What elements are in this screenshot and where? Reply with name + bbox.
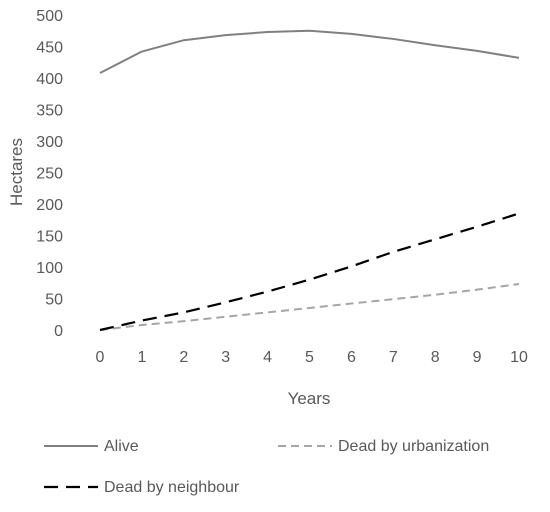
x-tick-label: 3 <box>221 349 230 366</box>
x-axis: 0 1 2 3 4 5 6 7 8 9 10 <box>96 349 528 366</box>
y-tick-label: 400 <box>36 71 63 88</box>
x-axis-title: Years <box>288 389 331 408</box>
y-tick-label: 150 <box>36 229 63 246</box>
x-tick-label: 6 <box>347 349 356 366</box>
y-tick-label: 0 <box>54 323 63 340</box>
legend: Alive Dead by urbanization Dead by neighbo… <box>44 438 489 496</box>
y-tick-label: 450 <box>36 40 63 57</box>
series-line-dead-by-urbanization <box>99 283 520 331</box>
x-tick-label: 9 <box>473 349 482 366</box>
y-tick-label: 250 <box>36 166 63 183</box>
legend-label-dead-by-neighbour: Dead by neighbour <box>104 479 240 496</box>
legend-label-dead-by-urbanization: Dead by urbanization <box>338 438 489 455</box>
y-tick-label: 350 <box>36 103 63 120</box>
x-tick-label: 8 <box>431 349 440 366</box>
x-tick-label: 7 <box>389 349 398 366</box>
x-tick-label: 4 <box>263 349 272 366</box>
x-tick-label: 10 <box>510 349 528 366</box>
series-line-dead-by-neighbour <box>99 212 520 332</box>
x-tick-label: 1 <box>137 349 146 366</box>
y-tick-label: 500 <box>36 8 63 25</box>
series-layer <box>99 29 520 332</box>
legend-label-alive: Alive <box>104 438 139 455</box>
x-tick-label: 5 <box>305 349 314 366</box>
y-axis: 0 50 100 150 200 250 300 350 400 450 500 <box>36 8 63 340</box>
x-tick-label: 2 <box>179 349 188 366</box>
y-axis-title: Hectares <box>7 138 26 206</box>
y-tick-label: 300 <box>36 134 63 151</box>
y-tick-label: 200 <box>36 197 63 214</box>
x-tick-label: 0 <box>96 349 105 366</box>
y-tick-label: 100 <box>36 260 63 277</box>
y-tick-label: 50 <box>45 292 63 309</box>
series-line-alive <box>99 29 520 74</box>
